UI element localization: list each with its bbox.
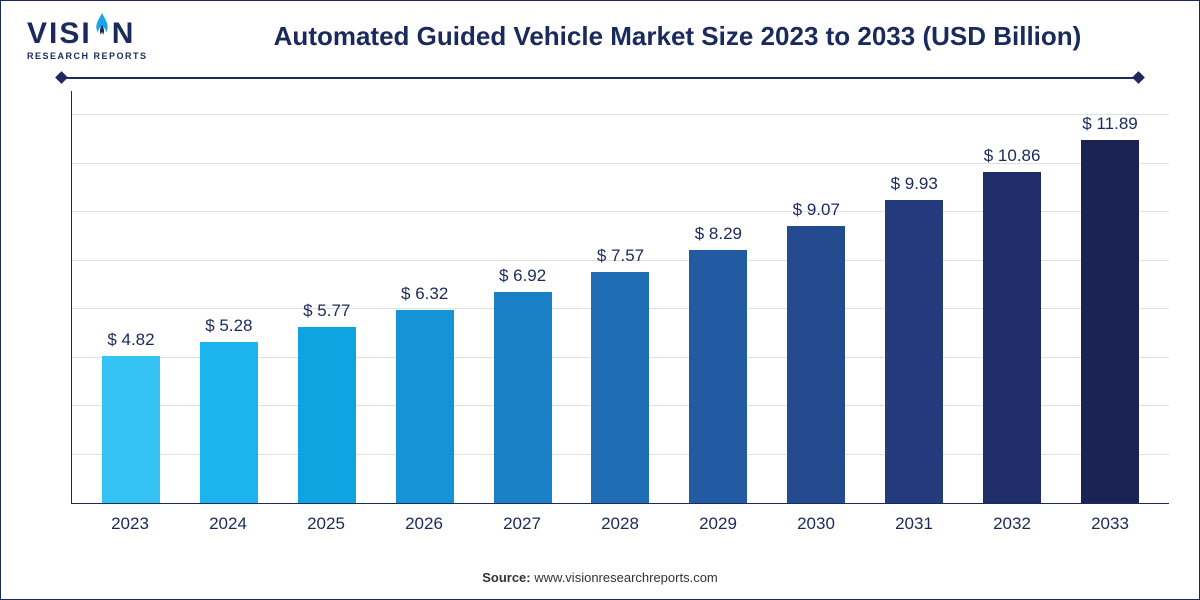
source-label: Source:: [482, 570, 530, 585]
bar: [689, 250, 747, 503]
bar-value-label: $ 6.92: [499, 266, 546, 286]
x-axis-label: 2031: [865, 508, 963, 534]
bar: [787, 226, 845, 503]
logo-text-b: N: [112, 17, 136, 50]
bar-column: $ 8.29: [669, 91, 767, 503]
x-axis-label: 2027: [473, 508, 571, 534]
title-divider: [61, 73, 1139, 83]
x-axis-labels: 2023202420252026202720282029203020312032…: [71, 508, 1169, 534]
bar: [494, 292, 552, 503]
bar: [983, 172, 1041, 503]
source-text: www.visionresearchreports.com: [534, 570, 718, 585]
bar: [298, 327, 356, 503]
bar-column: $ 9.07: [767, 91, 865, 503]
bar-value-label: $ 5.28: [205, 316, 252, 336]
flame-icon: [92, 11, 112, 47]
logo-main: VISI N: [27, 13, 182, 49]
bar-value-label: $ 11.89: [1082, 114, 1137, 134]
x-axis-label: 2024: [179, 508, 277, 534]
bar: [102, 356, 160, 503]
bar-value-label: $ 10.86: [984, 146, 1041, 166]
bar-value-label: $ 5.77: [303, 301, 350, 321]
bar-column: $ 5.77: [278, 91, 376, 503]
bar-value-label: $ 7.57: [597, 246, 644, 266]
x-axis-label: 2033: [1061, 508, 1159, 534]
x-axis-label: 2025: [277, 508, 375, 534]
bar: [200, 342, 258, 503]
x-axis-label: 2028: [571, 508, 669, 534]
bar: [396, 310, 454, 503]
bar-column: $ 4.82: [82, 91, 180, 503]
logo: VISI N RESEARCH REPORTS: [27, 13, 182, 61]
header: VISI N RESEARCH REPORTS Automated Guided…: [1, 1, 1199, 61]
plot-area: $ 4.82 $ 5.28 $ 5.77 $ 6.32 $ 6.92 $ 7.57 $ 8.…: [71, 91, 1169, 504]
bar-column: $ 9.93: [865, 91, 963, 503]
chart-title: Automated Guided Vehicle Market Size 202…: [182, 13, 1173, 52]
bar-value-label: $ 6.32: [401, 284, 448, 304]
bar-column: $ 5.28: [180, 91, 278, 503]
bars-container: $ 4.82 $ 5.28 $ 5.77 $ 6.32 $ 6.92 $ 7.57 $ 8.…: [72, 91, 1169, 503]
bar-column: $ 6.92: [474, 91, 572, 503]
bar: [1081, 140, 1139, 503]
bar: [591, 272, 649, 503]
bar-column: $ 7.57: [572, 91, 670, 503]
x-axis-label: 2029: [669, 508, 767, 534]
source-citation: Source: www.visionresearchreports.com: [1, 570, 1199, 585]
logo-text-a: VISI: [27, 17, 92, 50]
bar-column: $ 10.86: [963, 91, 1061, 503]
chart-area: $ 4.82 $ 5.28 $ 5.77 $ 6.32 $ 6.92 $ 7.57 $ 8.…: [56, 91, 1169, 534]
bar: [885, 200, 943, 503]
logo-subtitle: RESEARCH REPORTS: [27, 51, 182, 61]
bar-value-label: $ 9.07: [793, 200, 840, 220]
x-axis-label: 2030: [767, 508, 865, 534]
bar-value-label: $ 9.93: [891, 174, 938, 194]
bar-value-label: $ 8.29: [695, 224, 742, 244]
bar-value-label: $ 4.82: [107, 330, 154, 350]
x-axis-label: 2026: [375, 508, 473, 534]
diamond-icon: [55, 71, 68, 84]
x-axis-label: 2032: [963, 508, 1061, 534]
diamond-icon: [1132, 71, 1145, 84]
x-axis-label: 2023: [81, 508, 179, 534]
bar-column: $ 11.89: [1061, 91, 1159, 503]
bar-column: $ 6.32: [376, 91, 474, 503]
